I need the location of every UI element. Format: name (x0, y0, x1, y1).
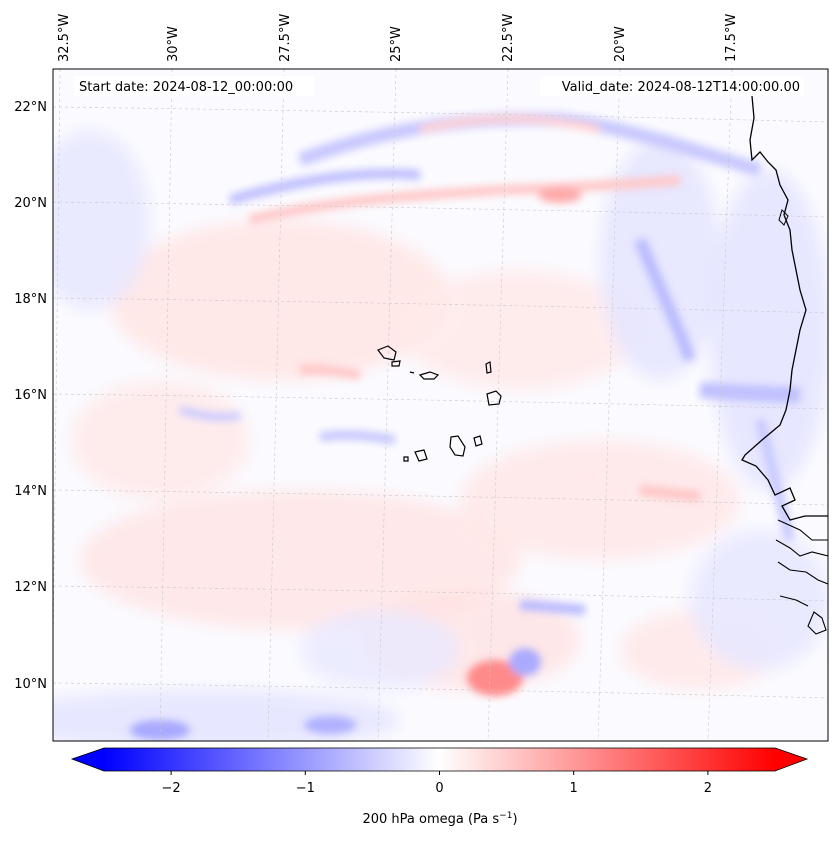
omega-positive-band (419, 114, 601, 134)
lon-label: 22.5°W (501, 14, 516, 62)
parallel-line (53, 201, 828, 218)
omega-negative-band (319, 430, 396, 445)
island-fogo (414, 449, 428, 462)
lat-label: 22°N (14, 100, 47, 115)
island-santo-antao (377, 345, 397, 361)
coastline-guinea (775, 519, 828, 635)
start-date-box (74, 76, 314, 96)
colorbar-label: 200 hPa omega (Pa s−1) (362, 811, 517, 827)
omega-negative-band (179, 406, 241, 422)
gridlines (53, 69, 828, 741)
map-panel: Start date: 2024-08-12_00:00:00 Valid_da… (53, 69, 828, 741)
lat-label: 14°N (14, 484, 47, 499)
omega-negative-band (699, 382, 801, 403)
omega-bands (130, 112, 801, 740)
island-sao-vicente (391, 360, 401, 367)
colorbar-tick-label: 1 (570, 781, 578, 796)
lat-label: 20°N (14, 196, 47, 211)
island-sao-nicolau (418, 371, 440, 380)
omega-field (53, 130, 828, 741)
omega-negative-area (53, 130, 150, 310)
omega-negative-band (755, 418, 795, 542)
parallel-line (53, 106, 828, 123)
lon-label: 17.5°W (724, 14, 739, 62)
lon-label: 30°W (166, 26, 181, 62)
omega-positive-area (400, 270, 640, 390)
lat-label: 10°N (14, 677, 47, 692)
colorbar-max-arrow (775, 748, 807, 771)
omega-positive-band (299, 365, 361, 380)
omega-positive-core (538, 187, 582, 203)
omega-negative-area (300, 610, 460, 690)
meridian-line (707, 69, 733, 741)
omega-positive-area (70, 380, 250, 500)
valid-date-label: Valid_date: 2024-08-12T14:00:00.00 (562, 80, 800, 95)
meridian-line (377, 69, 397, 741)
island-santa-luzia (409, 371, 415, 374)
island-santiago (449, 435, 466, 457)
omega-negative-area (710, 170, 828, 490)
omega-negative-band (228, 168, 421, 205)
valid-date-box (540, 76, 804, 96)
lat-label: 18°N (14, 292, 47, 307)
omega-negative-area (600, 140, 720, 380)
island-boa-vista (486, 390, 502, 406)
omega-positive-area (80, 490, 520, 630)
colorbar-min-arrow (72, 748, 104, 771)
parallel-line (53, 297, 828, 314)
coastline (741, 95, 828, 521)
omega-negative-band (519, 600, 586, 615)
omega-negative-core (509, 648, 541, 676)
omega-negative-band (634, 237, 696, 362)
meridian-line (267, 69, 285, 741)
colorbar: −2 −1 0 1 2 200 hPa omega (Pa s−1) (70, 747, 809, 827)
omega-negative-area (690, 530, 828, 670)
island-sal (485, 361, 492, 374)
lat-label: 16°N (14, 388, 47, 403)
colorbar-gradient (104, 748, 775, 771)
colorbar-outline (70, 747, 809, 772)
omega-positive-area (460, 440, 740, 560)
lon-label: 27.5°W (278, 14, 293, 62)
island-brava (403, 456, 409, 462)
omega-positive-area (110, 220, 450, 380)
omega-negative-core (304, 716, 356, 734)
colorbar-tick-label: −1 (296, 781, 315, 796)
latitude-labels: 22°N 20°N 18°N 16°N 14°N 12°N 10°N (14, 100, 47, 692)
lon-label: 32.5°W (57, 14, 72, 62)
parallel-line (53, 682, 828, 699)
omega-positive-core (467, 660, 523, 696)
parallel-line (53, 489, 828, 506)
map-frame (52, 68, 829, 742)
meridian-line (597, 69, 621, 741)
meridian-line (487, 69, 509, 741)
lat-label: 12°N (14, 580, 47, 595)
coastal-inlet (778, 209, 789, 226)
islands (377, 345, 502, 462)
colorbar-tick-label: 0 (435, 781, 443, 796)
longitude-labels: 32.5°W 30°W 27.5°W 25°W 22.5°W 20°W 17.5… (57, 14, 739, 62)
start-date-label: Start date: 2024-08-12_00:00:00 (79, 80, 293, 95)
meridian-line (159, 69, 173, 741)
omega-positive-band (248, 175, 681, 225)
island-maio (473, 435, 483, 447)
colorbar-ticks: −2 −1 0 1 2 (162, 771, 712, 796)
lon-label: 20°W (613, 26, 628, 62)
parallel-line (53, 585, 828, 602)
omega-positive-band (639, 485, 701, 501)
colorbar-tick-label: −2 (162, 781, 181, 796)
lon-label: 25°W (389, 26, 404, 62)
parallel-line (53, 393, 828, 410)
colorbar-tick-label: 2 (704, 781, 712, 796)
